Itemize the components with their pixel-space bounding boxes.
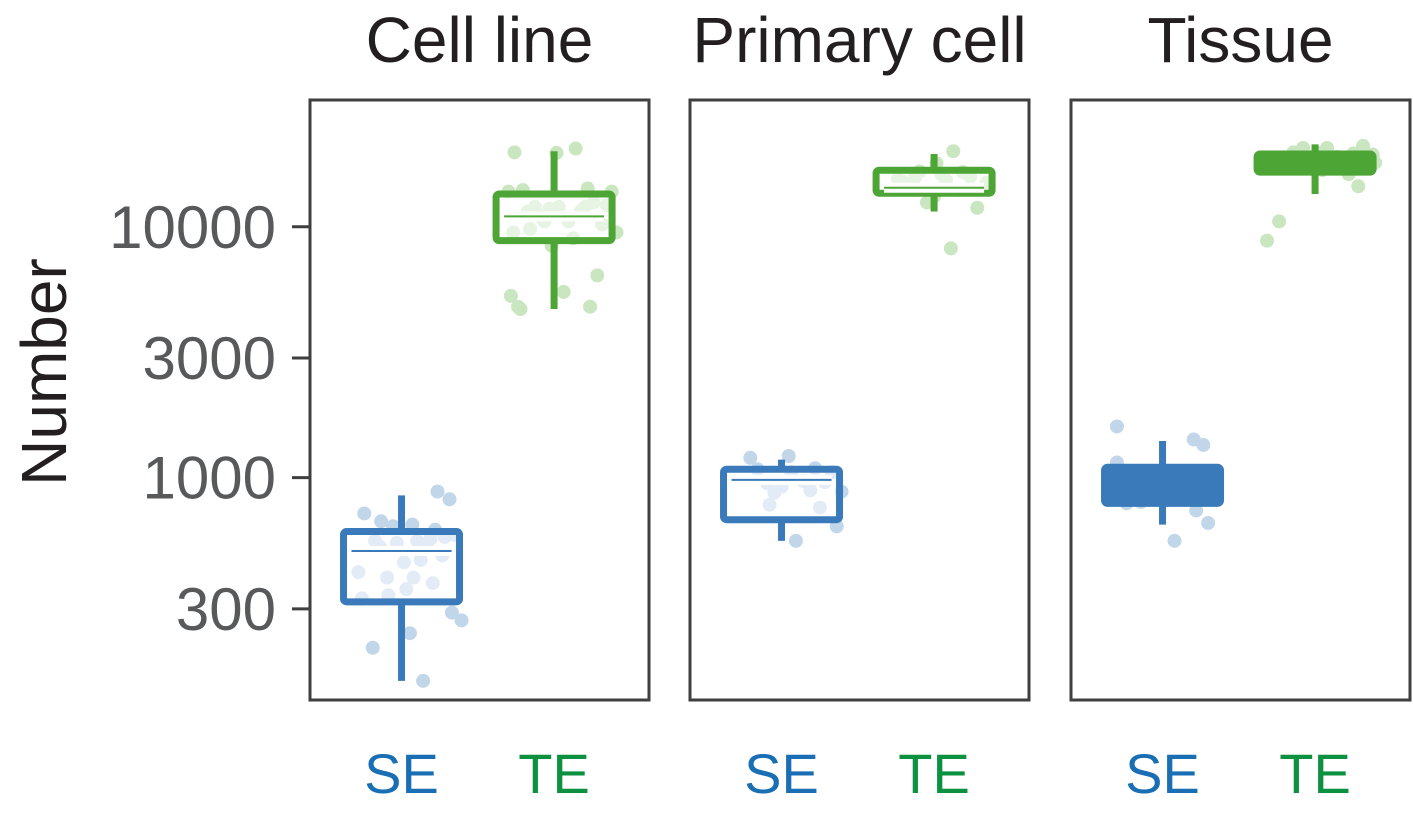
y-tick-label: 1000 [143, 445, 276, 512]
x-category-label: TE [898, 742, 970, 805]
box [1253, 150, 1377, 176]
data-point [583, 299, 598, 314]
x-category-label: SE [744, 742, 819, 805]
panel-title: Primary cell [692, 4, 1026, 76]
data-point [1201, 515, 1216, 530]
data-point [444, 605, 459, 620]
y-tick-label: 300 [176, 576, 276, 643]
data-point [781, 449, 796, 464]
data-point [1260, 233, 1275, 248]
data-point [1167, 533, 1182, 548]
data-point [454, 613, 469, 628]
x-category-label: TE [1279, 742, 1351, 805]
data-point [430, 484, 445, 499]
panel: Primary cell SE TE [688, 4, 1031, 805]
panel-frame [1069, 98, 1412, 702]
data-point [365, 640, 380, 655]
data-point [1356, 138, 1371, 153]
data-point [1272, 214, 1287, 229]
data-point [568, 141, 583, 156]
data-point [943, 241, 958, 256]
y-axis-title: Number [8, 258, 80, 486]
data-point [743, 450, 758, 465]
data-point [556, 284, 571, 299]
data-point [788, 533, 803, 548]
data-point [946, 144, 961, 159]
panel-frame [688, 98, 1031, 702]
box [1101, 463, 1225, 507]
x-category-label: SE [1125, 742, 1200, 805]
data-point [1189, 503, 1204, 518]
box [340, 528, 464, 606]
panel-title: Tissue [1147, 4, 1333, 76]
data-point [416, 673, 431, 688]
panel-frame [308, 98, 651, 702]
data-point [970, 200, 985, 215]
x-category-label: TE [518, 742, 590, 805]
panel: Tissue SE TE [1069, 4, 1412, 805]
panel: Cell line SE TE [308, 4, 651, 805]
data-point [507, 145, 522, 160]
data-point [442, 492, 457, 507]
panels: Cell line SE TE Primary cell SE TE Tissue SE TE [308, 4, 1412, 805]
data-point [513, 302, 528, 317]
data-point [503, 288, 518, 303]
data-point [402, 626, 417, 641]
x-category-label: SE [364, 742, 439, 805]
data-point [374, 514, 389, 529]
panel-title: Cell line [366, 4, 594, 76]
data-point [1351, 179, 1366, 194]
y-tick-label: 3000 [143, 325, 276, 392]
y-axis: 300 1000 3000 10000 [109, 194, 310, 643]
data-point [357, 506, 372, 521]
y-tick-label: 10000 [109, 194, 276, 261]
data-point [590, 268, 605, 283]
data-point [1109, 419, 1124, 434]
data-point [1196, 437, 1211, 452]
